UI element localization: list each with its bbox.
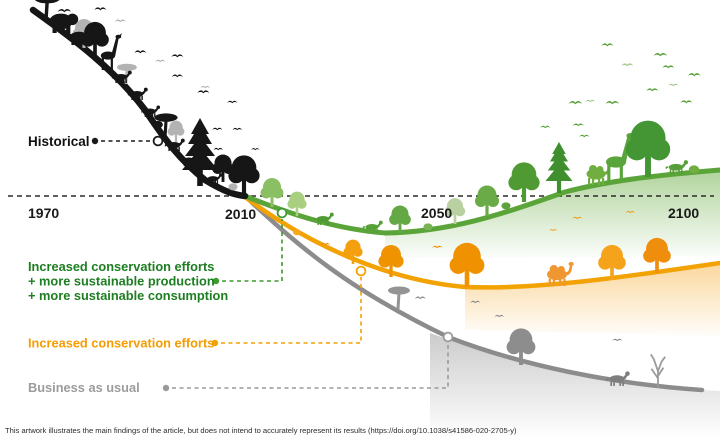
label-green-scenario-line1: Increased conservation efforts — [28, 259, 214, 274]
bird-silhouette — [134, 50, 147, 54]
green-scenario-fill — [385, 170, 720, 258]
bird-silhouette — [57, 8, 72, 13]
curve-increased-conservation — [242, 194, 720, 290]
gray-curve-marker — [442, 331, 454, 343]
gray-leader-dot — [162, 384, 170, 392]
green-leader-dashed-line — [222, 219, 283, 282]
bush-silhouette — [423, 223, 433, 231]
bird-silhouette — [568, 100, 583, 105]
tree-pine-silhouette — [182, 118, 218, 186]
bird-silhouette — [212, 127, 223, 131]
tree-pine-silhouette — [545, 142, 573, 193]
bird-silhouette — [688, 73, 701, 77]
orange-scenario-fill — [465, 263, 720, 336]
green-leader-dot — [212, 277, 220, 285]
axis-year-1970: 1970 — [28, 205, 59, 221]
bush-silhouette — [153, 120, 163, 129]
bird-silhouette — [668, 83, 679, 87]
label-green-scenario-line3: + more sustainable consumption — [28, 288, 228, 303]
bird-silhouette — [572, 123, 584, 127]
bush-silhouette — [228, 183, 238, 191]
axis-year-2100: 2100 — [668, 205, 699, 221]
gray-scenario-fill — [430, 333, 720, 436]
bird-silhouette — [579, 134, 590, 138]
labels-layer: Historical 1970 2010 2050 2100 Increased… — [5, 134, 699, 435]
orange-leader-dashed-line — [221, 277, 362, 344]
bird-silhouette — [232, 127, 242, 131]
scenario-gradient-fills — [385, 170, 720, 436]
bush-silhouette — [688, 165, 700, 174]
curve-conservation-plus-sustainable — [242, 167, 720, 236]
bird-silhouette — [653, 52, 668, 57]
bird-silhouette — [585, 99, 596, 103]
label-connectors — [91, 135, 454, 392]
bird-silhouette — [621, 63, 634, 67]
bird-silhouette — [171, 54, 184, 58]
tree-round-silhouette — [167, 120, 185, 142]
bird-silhouette — [155, 59, 166, 63]
curve-historical — [29, 6, 249, 200]
label-orange-scenario: Increased conservation efforts — [28, 336, 214, 351]
tree-round-silhouette — [475, 185, 499, 216]
bird-silhouette — [605, 100, 620, 105]
tree-round-silhouette — [389, 205, 411, 233]
bush-silhouette — [501, 202, 511, 210]
bush-silhouette — [293, 229, 301, 236]
axis-year-2050: 2050 — [421, 205, 452, 221]
bird-silhouette — [200, 85, 210, 89]
bird-silhouette — [213, 147, 223, 151]
label-gray-scenario: Business as usual — [28, 380, 140, 395]
bird-silhouette — [540, 125, 551, 129]
orange-curve-marker — [355, 265, 367, 277]
historical-curve-marker — [152, 135, 164, 147]
bird-silhouette — [94, 7, 107, 11]
footer-disclaimer: This artwork illustrates the main findin… — [5, 426, 517, 435]
bird-silhouette — [601, 43, 614, 47]
bird-silhouette — [227, 100, 238, 104]
green-curve-marker — [276, 207, 288, 219]
bird-silhouette — [680, 100, 693, 104]
tree-round-silhouette — [625, 120, 671, 177]
orange-leader-dot — [211, 339, 219, 347]
bird-silhouette — [646, 88, 659, 92]
bird-silhouette — [414, 296, 426, 300]
bird-silhouette — [662, 65, 675, 69]
bird-silhouette — [197, 90, 210, 94]
tree-bare-silhouette — [649, 353, 667, 389]
bird-silhouette — [612, 338, 623, 342]
gray-leader-dashed-line — [172, 343, 449, 389]
historical-leader-dot — [91, 137, 99, 145]
bird-silhouette — [251, 148, 260, 151]
axis-year-2010: 2010 — [225, 206, 256, 222]
label-green-scenario-line2: + more sustainable production — [28, 274, 215, 289]
label-historical: Historical — [28, 134, 90, 149]
bird-silhouette — [114, 19, 126, 23]
bird-silhouette — [171, 74, 183, 78]
